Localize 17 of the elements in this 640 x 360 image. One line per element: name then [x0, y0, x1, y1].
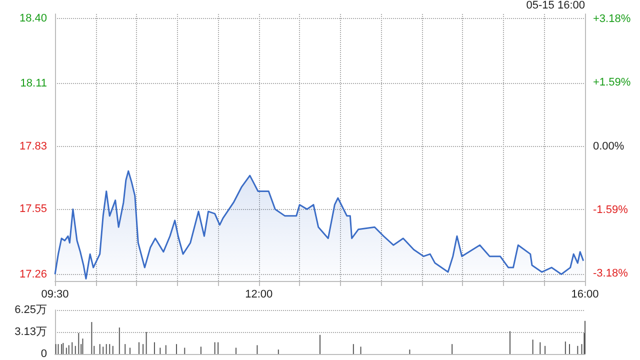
y-tick-label: 6.25万 [14, 304, 47, 316]
y2-tick-label: +1.59% [593, 76, 631, 89]
y2-tick-label: +3.18% [593, 13, 631, 26]
y-tick-label: 18.11 [20, 78, 47, 90]
y-tick-label: 17.83 [19, 140, 47, 152]
x-tick-label: 12:00 [245, 288, 273, 300]
y-tick-label: 0 [40, 348, 47, 360]
y2-tick-label: -3.18% [593, 267, 628, 280]
y2-tick-label: -1.59% [593, 204, 628, 216]
y-tick-label: 18.40 [19, 12, 47, 24]
y-tick-label: 3.13万 [14, 326, 47, 338]
x-tick-label: 09:30 [41, 288, 69, 300]
y-tick-label: 17.26 [19, 268, 47, 280]
text: 05-15 16:00 [526, 0, 585, 12]
y-tick-label: 17.55 [19, 203, 47, 216]
x-tick-label: 16:00 [571, 288, 599, 300]
y2-tick-label: 0.00% [593, 140, 624, 152]
